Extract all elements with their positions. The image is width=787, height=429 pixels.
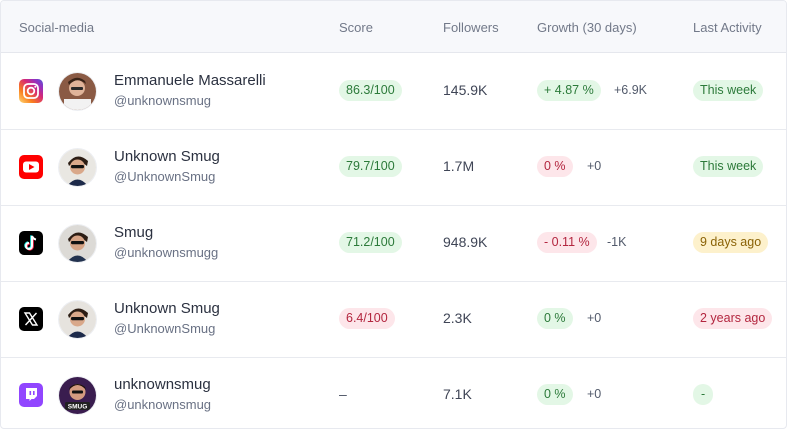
tiktok-icon: [19, 231, 43, 255]
table-row[interactable]: Smug @unknownsmugg 71.2/100 948.9K - 0.1…: [1, 205, 786, 282]
table-row[interactable]: Emmanuele Massarelli @unknownsmug 86.3/1…: [1, 53, 786, 130]
activity-badge: This week: [693, 156, 764, 177]
followers-count: 1.7M: [443, 158, 475, 174]
header-score[interactable]: Score: [339, 20, 373, 35]
header-last-activity[interactable]: Last Activity: [693, 20, 762, 35]
account-handle: @unknownsmug: [114, 397, 212, 412]
activity-badge: 2 years ago: [693, 308, 773, 329]
growth-delta: +6.9K: [614, 83, 648, 97]
growth-badge: 0 %: [537, 308, 573, 329]
header-growth[interactable]: Growth (30 days): [537, 20, 637, 35]
account-handle: @UnknownSmug: [114, 321, 216, 336]
followers-count: 948.9K: [443, 234, 488, 250]
account-handle: @unknownsmug: [114, 93, 212, 108]
account-name[interactable]: Smug: [114, 224, 154, 241]
growth-badge: 0 %: [537, 384, 573, 405]
growth-badge: 0 %: [537, 156, 573, 177]
x-icon: [19, 307, 43, 331]
avatar[interactable]: SMUG: [59, 377, 96, 414]
account-name[interactable]: Emmanuele Massarelli: [114, 72, 266, 89]
growth-delta: +0: [587, 387, 602, 401]
instagram-icon: [19, 79, 43, 103]
account-name[interactable]: Unknown Smug: [114, 148, 220, 165]
score-badge: 86.3/100: [339, 80, 402, 101]
score-badge: 6.4/100: [339, 308, 395, 329]
avatar[interactable]: [59, 149, 96, 186]
score-badge: 79.7/100: [339, 156, 402, 177]
table-row[interactable]: SMUG unknownsmug @unknownsmug – 7.1K 0 %…: [1, 357, 786, 428]
header-social-media[interactable]: Social-media: [19, 20, 95, 35]
activity-badge: 9 days ago: [693, 232, 769, 253]
followers-count: 2.3K: [443, 310, 472, 326]
twitch-icon: [19, 383, 43, 407]
activity-badge: -: [693, 384, 714, 405]
growth-badge: - 0.11 %: [537, 232, 597, 253]
followers-count: 7.1K: [443, 386, 472, 402]
account-name[interactable]: unknownsmug: [114, 376, 211, 393]
youtube-icon: [19, 155, 43, 179]
account-handle: @UnknownSmug: [114, 169, 216, 184]
activity-badge: This week: [693, 80, 764, 101]
account-handle: @unknownsmugg: [114, 245, 219, 260]
svg-text:SMUG: SMUG: [68, 404, 88, 411]
growth-badge: + 4.87 %: [537, 80, 601, 101]
followers-count: 145.9K: [443, 82, 488, 98]
avatar[interactable]: [59, 301, 96, 338]
table-header: Social-media Score Followers Growth (30 …: [1, 1, 786, 53]
score-empty: –: [339, 386, 347, 402]
score-badge: 71.2/100: [339, 232, 402, 253]
account-name[interactable]: Unknown Smug: [114, 300, 220, 317]
table-row[interactable]: Unknown Smug @UnknownSmug 6.4/100 2.3K 0…: [1, 281, 786, 358]
growth-delta: +0: [587, 159, 602, 173]
header-followers[interactable]: Followers: [443, 20, 499, 35]
avatar[interactable]: [59, 73, 96, 110]
table-row[interactable]: Unknown Smug @UnknownSmug 79.7/100 1.7M …: [1, 129, 786, 206]
growth-delta: +0: [587, 311, 602, 325]
avatar[interactable]: [59, 225, 96, 262]
growth-delta: -1K: [607, 235, 627, 249]
